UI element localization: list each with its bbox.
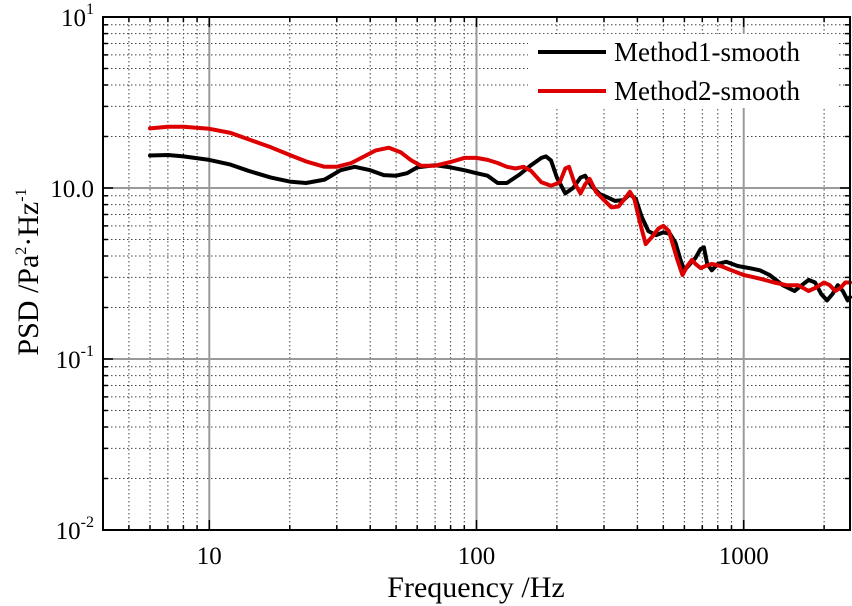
x-tick-label-100: 100 (458, 543, 496, 570)
y-tick-label-base: 10 (56, 518, 81, 545)
y-tick-label-exponent: 1 (86, 1, 94, 18)
y-axis-title: PSD /Pa2·Hz-1 (12, 188, 45, 355)
y-tick-label-10e-1: 10-1 (56, 343, 94, 374)
y-axis-title-sup2: -1 (13, 188, 30, 201)
y-tick-label-10.0: 10.0 (50, 176, 94, 203)
y-tick-label-exponent: -1 (81, 343, 94, 360)
y-tick-label-exponent: -2 (81, 514, 94, 531)
series-layer (148, 124, 852, 303)
series-line-method2-smooth (148, 124, 852, 293)
x-tick-labels: 10 100 1000 (197, 543, 769, 570)
y-tick-label-base: 10 (56, 347, 81, 374)
series-line-method1-smooth (148, 153, 852, 303)
x-tick-label-10: 10 (197, 543, 222, 570)
x-tick-label-1000: 1000 (719, 543, 769, 570)
y-axis-title-sup1: 2 (13, 247, 30, 255)
legend-background (528, 34, 838, 108)
legend: Method1-smooth Method2-smooth (528, 34, 838, 108)
tick-marks (103, 17, 850, 530)
y-tick-label-base: 10 (61, 5, 86, 32)
legend-label-method1: Method1-smooth (614, 37, 800, 67)
legend-label-method2: Method2-smooth (614, 76, 800, 106)
x-axis-title: Frequency /Hz (387, 571, 564, 604)
y-axis-title-mid: ·Hz (12, 202, 45, 247)
y-tick-label-10e1: 101 (61, 1, 94, 32)
y-tick-label-10e-2: 10-2 (56, 514, 94, 545)
y-axis-title-base: PSD /Pa (12, 255, 45, 356)
